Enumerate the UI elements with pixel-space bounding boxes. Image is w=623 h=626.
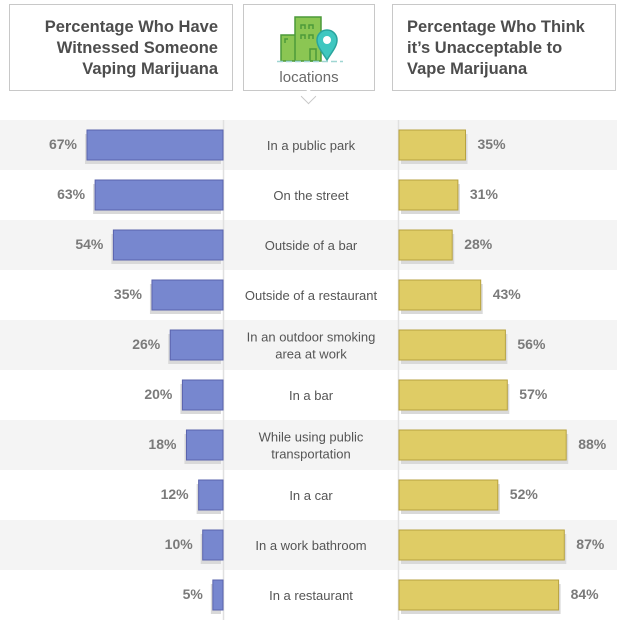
left-header-box: Percentage Who Have Witnessed Someone Va… <box>9 4 233 91</box>
unacceptable-value-label: 88% <box>578 436 607 452</box>
witnessed-value-label: 10% <box>165 536 194 552</box>
category-label: In a restaurant <box>269 588 353 603</box>
witnessed-value-label: 20% <box>144 386 173 402</box>
witnessed-value-label: 35% <box>114 286 143 302</box>
witnessed-bar <box>212 579 224 611</box>
unacceptable-value-label: 31% <box>470 186 499 202</box>
category-label: Outside of a restaurant <box>245 288 378 303</box>
category-label: While using public <box>259 430 364 445</box>
witnessed-bar <box>185 429 224 461</box>
category-label: In an outdoor smoking <box>247 330 376 345</box>
category-label: In a car <box>289 488 333 503</box>
witnessed-value-label: 67% <box>49 136 78 152</box>
category-label: transportation <box>271 447 351 462</box>
witnessed-bar <box>169 329 224 361</box>
witnessed-bar <box>112 229 224 261</box>
witnessed-bar <box>94 179 224 211</box>
unacceptable-bar <box>398 529 565 561</box>
row-background <box>0 320 617 370</box>
buildings-with-location-pin-icon <box>277 13 343 63</box>
unacceptable-bar <box>398 479 499 511</box>
witnessed-value-label: 63% <box>57 186 86 202</box>
left-title-line: Percentage Who Have <box>44 18 218 36</box>
witnessed-value-label: 54% <box>75 236 104 252</box>
unacceptable-value-label: 87% <box>576 536 605 552</box>
witnessed-value-label: 26% <box>132 336 161 352</box>
left-title-line: Vaping Marijuana <box>82 60 218 78</box>
unacceptable-value-label: 52% <box>510 486 539 502</box>
category-label: In a work bathroom <box>255 538 366 553</box>
witnessed-bar <box>198 479 224 511</box>
left-header-title: Percentage Who Have Witnessed Someone Va… <box>45 17 218 80</box>
locations-label: locations <box>279 69 339 86</box>
witnessed-bar <box>86 129 224 161</box>
unacceptable-value-label: 28% <box>464 236 493 252</box>
right-header-title: Percentage Who Think it’s Unacceptable t… <box>407 17 585 80</box>
right-title-line: it’s Unacceptable to <box>407 39 563 57</box>
unacceptable-value-label: 43% <box>493 286 522 302</box>
unacceptable-value-label: 56% <box>517 336 546 352</box>
unacceptable-bar <box>398 429 567 461</box>
unacceptable-bar <box>398 329 506 361</box>
witnessed-value-label: 18% <box>148 436 177 452</box>
unacceptable-bar <box>398 579 560 611</box>
category-label: On the street <box>273 188 349 203</box>
witnessed-value-label: 5% <box>183 586 204 602</box>
right-title-line: Percentage Who Think <box>407 18 585 36</box>
category-label: In a bar <box>289 388 334 403</box>
witnessed-bar <box>151 279 224 311</box>
locations-header-box: locations <box>243 4 375 105</box>
unacceptable-value-label: 57% <box>519 386 548 402</box>
right-header-box: Percentage Who Think it’s Unacceptable t… <box>392 4 616 91</box>
category-label: Outside of a bar <box>265 238 358 253</box>
unacceptable-bar <box>398 129 466 161</box>
left-title-line: Witnessed Someone <box>56 39 218 57</box>
witnessed-bar <box>202 529 224 561</box>
witnessed-value-label: 12% <box>161 486 190 502</box>
right-title-line: Vape Marijuana <box>407 60 528 78</box>
category-label: In a public park <box>267 138 356 153</box>
unacceptable-bar <box>398 179 459 211</box>
witnessed-bar <box>181 379 224 411</box>
row-background <box>0 220 617 270</box>
unacceptable-bar <box>398 229 453 261</box>
unacceptable-value-label: 35% <box>478 136 507 152</box>
category-label: area at work <box>275 347 347 362</box>
unacceptable-bar <box>398 279 482 311</box>
unacceptable-value-label: 84% <box>571 586 600 602</box>
unacceptable-bar <box>398 379 508 411</box>
